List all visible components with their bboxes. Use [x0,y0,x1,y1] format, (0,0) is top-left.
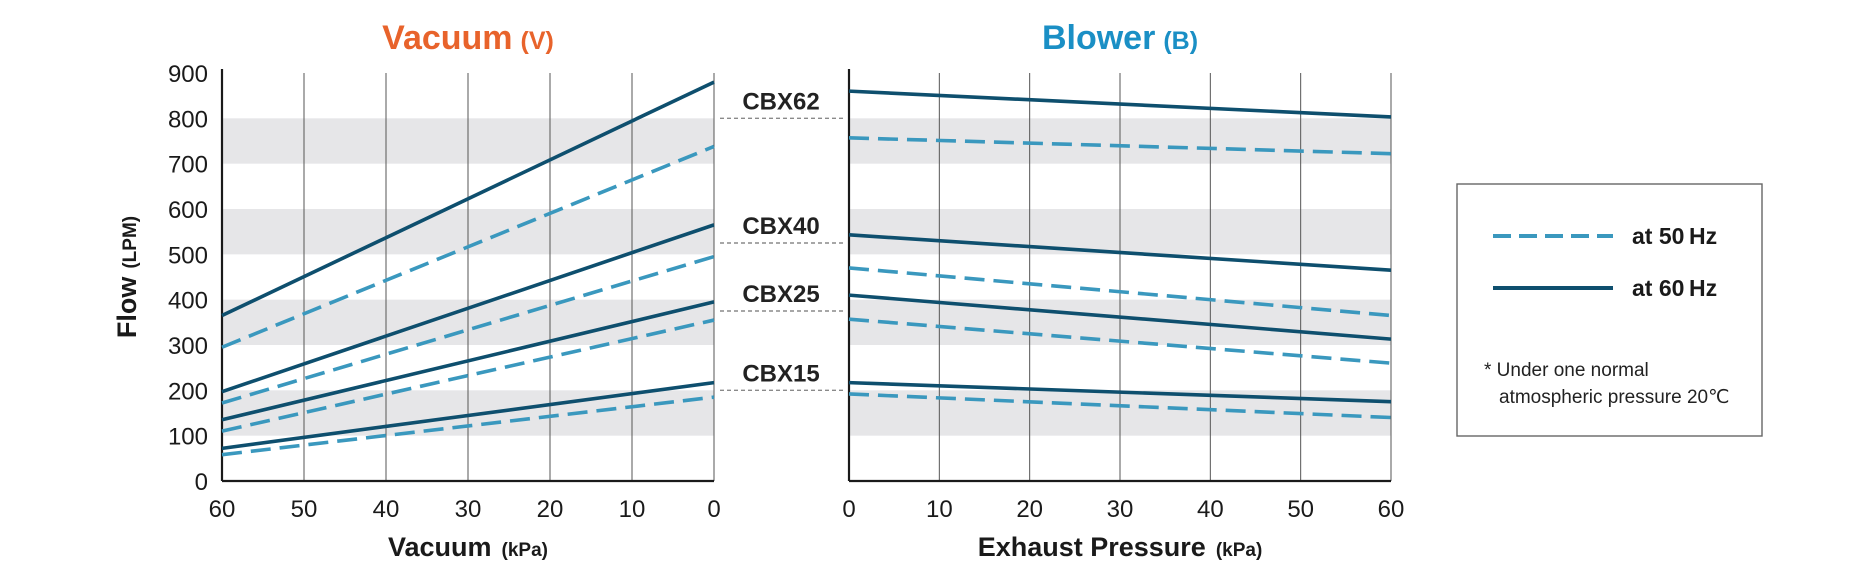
chart-title-main: Blower [1042,19,1155,57]
chart-title-main: Vacuum [382,19,512,57]
x-tick-label-30: 30 [1107,496,1134,523]
y-tick-label-200: 200 [168,378,208,405]
x-tick-label-40: 40 [373,496,400,523]
x-axis-title-main: Exhaust Pressure [978,532,1206,562]
series-line-cbx40-60hz [221,223,715,394]
model-label-cbx40: CBX40 [742,213,819,240]
series-line-cbx40-60hz [848,233,1392,272]
model-labels: CBX62 CBX40 CBX25 CBX15 [720,88,843,392]
x-tick-label-10: 10 [926,496,953,523]
series-line-cbx25-60hz [848,293,1392,341]
y-tick-label-400: 400 [168,288,208,315]
series-line-cbx15-60hz [848,380,1392,404]
model-label-cbx15: CBX15 [742,360,819,387]
chart-title-suffix: (B) [1163,27,1198,55]
series-line-cbx62-60hz [848,89,1392,119]
series-line-cbx40-50hz [848,266,1392,318]
model-label-cbx25: CBX25 [742,281,819,308]
x-tick-label-20: 20 [1016,496,1043,523]
chart-title-vacuum: Vacuum (V) [382,19,554,57]
legend-label-50hz: at 50 Hz [1632,223,1717,249]
legend-note-line2: atmospheric pressure 20℃ [1499,387,1729,408]
series-line-cbx62-60hz [221,80,715,318]
y-tick-label-0: 0 [195,469,208,496]
x-tick-label-40: 40 [1197,496,1224,523]
x-tick-label-0: 0 [842,496,855,523]
y-tick-label-500: 500 [168,242,208,269]
x-tick-label-0: 0 [707,496,720,523]
x-tick-label-30: 30 [455,496,482,523]
x-axis-title-blower: Exhaust Pressure (kPa) [978,532,1263,562]
chart-title-blower: Blower (B) [1042,19,1198,57]
chart-panel-blower: 0 10 20 30 40 50 60 Blower (B) Exhaust Pressure (k… [842,19,1404,562]
legend-box [1456,183,1763,437]
y-tick-label-100: 100 [168,424,208,451]
x-axis-title-vacuum: Vacuum (kPa) [388,532,548,562]
legend-note-line1: * Under one normal [1484,360,1649,381]
x-tick-label-50: 50 [291,496,318,523]
x-axis-title-unit: (kPa) [502,540,548,561]
y-tick-label-800: 800 [168,106,208,133]
y-tick-label-600: 600 [168,197,208,224]
x-tick-label-10: 10 [619,496,646,523]
legend: at 50 Hz at 60 Hz * Under one normal atmosp… [1456,183,1763,437]
x-axis-title-main: Vacuum [388,532,492,562]
x-axis-title-unit: (kPa) [1216,540,1262,561]
chart-panel-vacuum: 60 50 40 30 20 10 0010020030040050060070080090… [112,19,721,562]
legend-label-60hz: at 60 Hz [1632,275,1717,301]
y-tick-label-900: 900 [168,61,208,88]
chart-title-suffix: (V) [521,27,554,55]
y-axis-title-unit: (LPM) [120,216,141,269]
y-tick-label-300: 300 [168,333,208,360]
series-line-cbx62-50hz [221,144,715,349]
x-tick-label-20: 20 [537,496,564,523]
y-axis-title-main: Flow [112,276,142,338]
model-label-cbx62: CBX62 [742,88,819,115]
series-line-cbx15-60hz [221,380,715,451]
x-tick-label-50: 50 [1287,496,1314,523]
y-axis-title: Flow (LPM) [112,216,142,338]
series-line-cbx25-50hz [848,317,1392,365]
x-tick-label-60: 60 [1378,496,1405,523]
series-line-cbx25-60hz [221,300,715,422]
x-tick-label-60: 60 [209,496,236,523]
y-tick-label-700: 700 [168,152,208,179]
series-line-cbx15-50hz [848,392,1392,420]
series-line-cbx25-50hz [221,318,715,433]
series-line-cbx15-50hz [221,395,715,457]
series-line-cbx62-50hz [848,136,1392,156]
